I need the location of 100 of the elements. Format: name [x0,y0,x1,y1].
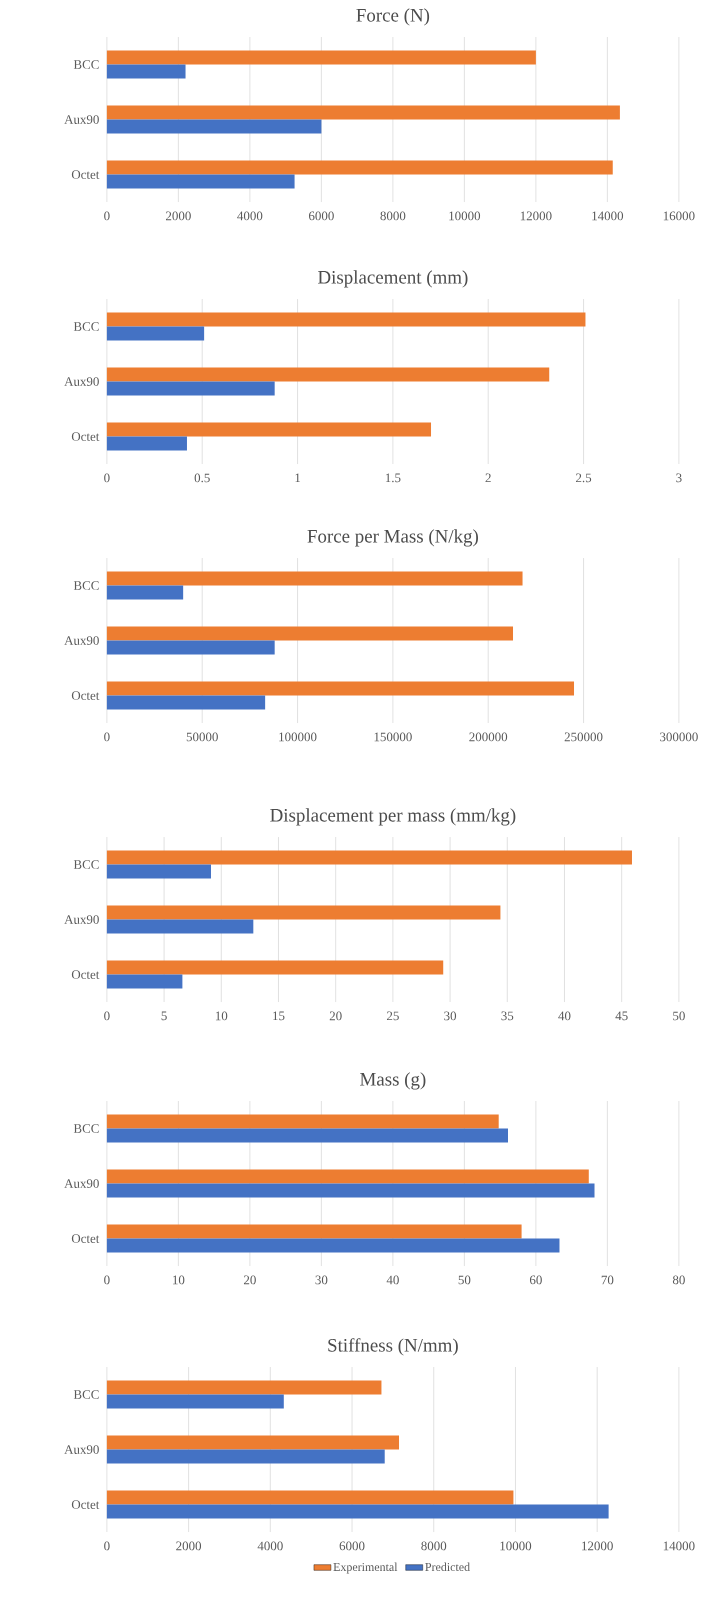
x-tick-label: 4000 [257,1541,283,1551]
x-tick-label: 6000 [309,211,334,221]
y-tick-label: Aux90 [64,377,99,386]
x-tick-label: 16000 [663,211,695,221]
chart-title: Mass (g) [360,1072,426,1090]
legend-label: Predicted [425,1562,470,1572]
bar [106,850,633,865]
y-tick-label: Octet [71,1234,100,1243]
legend-label: Experimental [333,1562,398,1574]
bar [106,1394,284,1409]
x-tick-label: 0 [104,732,110,742]
x-tick-label: 2.5 [576,473,592,483]
bar [106,919,254,934]
bar [106,1449,385,1464]
bar [106,1238,560,1253]
bar [106,312,586,327]
x-tick-label: 10000 [500,1541,532,1551]
x-tick-label: 14000 [663,1541,695,1551]
bar [106,681,575,696]
bar [106,1380,382,1395]
x-tick-label: 200000 [469,732,508,742]
chart-title: Displacement (mm) [318,270,468,288]
x-tick-label: 300000 [660,732,698,742]
x-tick-label: 35 [501,1011,514,1021]
bar [106,1114,499,1129]
chart-title: Force per Mass (N/kg) [307,529,479,547]
chart-title: Stiffness (N/mm) [328,1338,458,1356]
y-tick-label: Octet [71,691,100,700]
bar [106,1183,595,1198]
x-tick-label: 8000 [380,211,406,221]
x-tick-label: 20 [329,1011,342,1021]
y-tick-label: Octet [71,170,100,179]
x-tick-label: 6000 [339,1541,365,1551]
x-tick-label: 50 [673,1011,685,1021]
bar [106,974,183,989]
bar [106,381,275,396]
bar [106,864,212,879]
bar [106,105,620,120]
x-tick-label: 100000 [279,732,317,742]
x-tick-label: 10000 [449,211,481,221]
y-tick-label: Aux90 [64,1179,99,1188]
x-tick-label: 1.5 [386,473,401,483]
bar [106,1504,609,1519]
x-tick-label: 20 [244,1275,256,1285]
x-tick-label: 0 [104,1275,110,1285]
x-tick-label: 3 [676,473,682,483]
x-tick-label: 2 [485,473,491,483]
bar [106,119,322,134]
x-tick-label: 50 [458,1275,471,1285]
y-tick-label: BCC [73,1124,99,1133]
y-tick-label: Octet [71,432,100,441]
bar [106,585,184,600]
bar [106,367,550,382]
x-tick-label: 50000 [186,732,218,742]
chart-title: Displacement per mass (mm/kg) [270,808,516,826]
x-tick-label: 60 [530,1275,542,1285]
x-tick-label: 70 [601,1275,614,1285]
y-tick-label: Octet [71,1500,100,1509]
x-tick-label: 1 [295,473,301,483]
x-tick-label: 15 [273,1011,285,1021]
bar [106,1128,509,1143]
bar [106,422,432,437]
x-tick-label: 14000 [592,211,624,221]
bar [106,626,514,641]
x-tick-label: 0 [104,473,110,483]
x-tick-label: 250000 [564,732,603,742]
y-tick-label: Aux90 [64,636,99,645]
x-tick-label: 45 [615,1011,628,1021]
x-tick-label: 12000 [520,211,552,221]
y-tick-label: BCC [73,322,99,331]
x-tick-label: 0 [104,1541,110,1551]
x-tick-label: 40 [386,1275,399,1285]
x-tick-label: 30 [444,1011,457,1021]
bar [106,905,501,920]
y-tick-label: BCC [73,581,99,590]
bar [106,1435,400,1450]
x-tick-label: 30 [315,1275,328,1285]
x-tick-label: 150000 [374,732,412,742]
bar [106,1490,514,1505]
x-tick-label: 2000 [176,1541,202,1551]
x-tick-label: 5 [161,1011,167,1021]
x-tick-label: 0 [104,1011,110,1021]
x-tick-label: 0.5 [194,473,210,483]
bar [106,50,536,65]
bar [106,960,444,975]
bar [106,174,295,189]
bar [106,695,266,710]
x-tick-label: 40 [558,1011,571,1021]
bar [106,326,205,341]
y-tick-label: BCC [73,1390,99,1399]
x-tick-label: 8000 [421,1541,447,1551]
y-tick-label: Aux90 [64,115,99,124]
y-tick-label: Aux90 [64,915,99,924]
y-tick-label: BCC [73,860,99,869]
x-tick-label: 12000 [582,1541,613,1551]
bar [106,571,523,586]
bar [106,640,275,655]
bar [106,160,613,175]
x-tick-label: 25 [387,1011,399,1021]
y-tick-label: Octet [71,970,100,979]
